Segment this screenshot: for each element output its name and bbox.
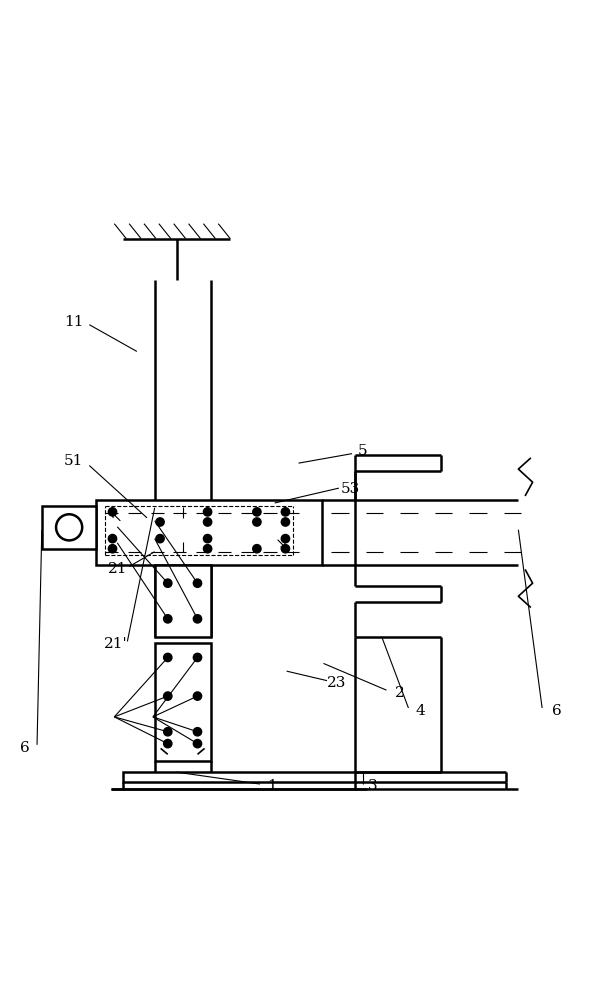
Circle shape <box>164 728 172 736</box>
Circle shape <box>156 534 164 543</box>
Circle shape <box>193 739 202 748</box>
Circle shape <box>281 508 290 516</box>
Circle shape <box>281 518 290 526</box>
Text: 3: 3 <box>368 779 377 793</box>
Circle shape <box>253 545 261 553</box>
Text: 5: 5 <box>358 444 368 458</box>
Circle shape <box>204 545 212 553</box>
Bar <box>123 772 355 782</box>
Circle shape <box>193 579 202 587</box>
Circle shape <box>164 579 172 587</box>
Circle shape <box>108 545 116 553</box>
Circle shape <box>164 692 172 700</box>
Circle shape <box>193 653 202 662</box>
Circle shape <box>164 739 172 748</box>
Bar <box>97 500 322 565</box>
Circle shape <box>193 728 202 736</box>
Text: 4: 4 <box>416 704 425 718</box>
Text: 6: 6 <box>552 704 562 718</box>
Circle shape <box>193 615 202 623</box>
Circle shape <box>164 653 172 662</box>
Text: 6: 6 <box>20 741 30 755</box>
Text: 11: 11 <box>64 315 84 329</box>
Circle shape <box>281 534 290 543</box>
Text: 2: 2 <box>395 686 404 700</box>
Circle shape <box>193 692 202 700</box>
Text: 53: 53 <box>340 482 360 496</box>
Circle shape <box>281 545 290 553</box>
Bar <box>42 506 97 549</box>
Circle shape <box>204 518 212 526</box>
Circle shape <box>108 508 116 516</box>
Bar <box>155 565 211 637</box>
Text: 1: 1 <box>267 779 276 793</box>
Circle shape <box>108 534 116 543</box>
Circle shape <box>156 518 164 526</box>
Circle shape <box>164 615 172 623</box>
Text: 51: 51 <box>64 454 84 468</box>
Circle shape <box>204 534 212 543</box>
Circle shape <box>253 508 261 516</box>
Circle shape <box>253 518 261 526</box>
Text: 21': 21' <box>104 637 127 651</box>
Text: 23: 23 <box>327 676 347 690</box>
Text: 21: 21 <box>107 562 127 576</box>
Bar <box>155 643 211 761</box>
Circle shape <box>204 508 212 516</box>
